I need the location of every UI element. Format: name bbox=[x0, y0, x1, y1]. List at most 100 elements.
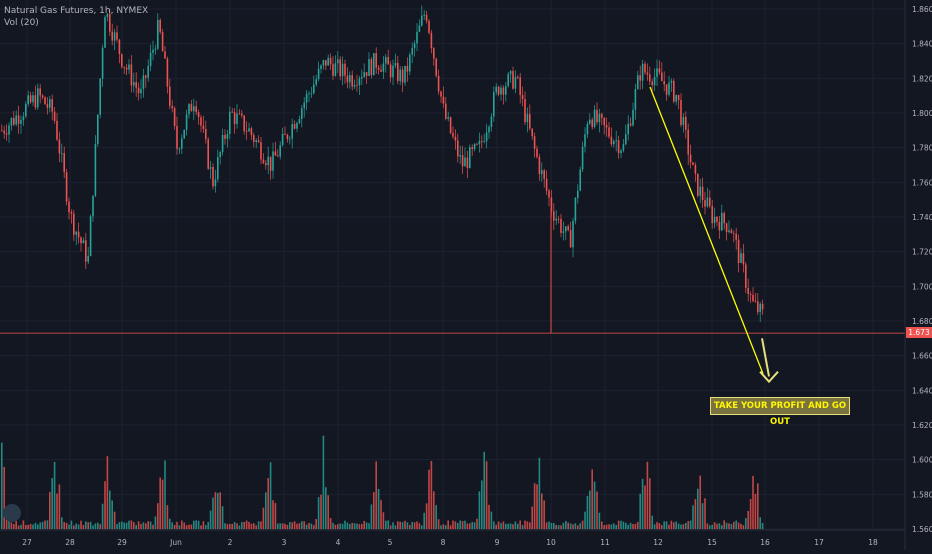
candle bbox=[627, 123, 629, 135]
candle bbox=[121, 54, 123, 67]
time-tick-label: 5 bbox=[388, 538, 393, 547]
volume-bar bbox=[298, 523, 301, 529]
arrow-line[interactable] bbox=[649, 86, 764, 374]
volume-bar bbox=[665, 521, 668, 529]
volume-bar bbox=[469, 523, 471, 529]
volume-bar bbox=[289, 522, 291, 529]
volume-bar bbox=[99, 524, 101, 529]
candle bbox=[363, 72, 365, 78]
candle bbox=[245, 131, 248, 133]
time-axis[interactable]: 27 28 29 Jun 2 3 4 5 8 9 10 11 12 15 16 17 18 bbox=[0, 529, 905, 547]
candle bbox=[166, 58, 169, 87]
volume-bar bbox=[461, 521, 464, 529]
candle bbox=[512, 71, 514, 89]
volume-label[interactable]: Vol (20) bbox=[4, 18, 39, 28]
candle bbox=[725, 223, 728, 232]
candle bbox=[433, 48, 435, 59]
symbol-label[interactable]: Natural Gas Futures, 1h, NYMEX bbox=[4, 6, 149, 16]
candle bbox=[51, 99, 53, 112]
candle bbox=[82, 240, 85, 244]
price-tick-label: 1.640 bbox=[912, 386, 932, 395]
volume-bar bbox=[500, 523, 502, 529]
candle bbox=[490, 116, 493, 127]
volume-bar bbox=[171, 522, 173, 529]
candle bbox=[8, 125, 10, 135]
candle bbox=[109, 13, 111, 32]
candle bbox=[401, 69, 404, 83]
candle bbox=[418, 25, 421, 32]
candle bbox=[320, 65, 322, 69]
volume-bar bbox=[147, 521, 149, 529]
logo-icon[interactable] bbox=[3, 504, 21, 522]
candle bbox=[171, 106, 173, 109]
candle bbox=[142, 75, 145, 89]
volume-bar bbox=[231, 523, 233, 529]
candle bbox=[531, 128, 533, 137]
trend-arrow[interactable] bbox=[649, 86, 779, 384]
volume-bar bbox=[125, 522, 128, 529]
annotation-note[interactable]: TAKE YOUR PROFIT AND GO OUT bbox=[710, 397, 850, 427]
volume-bar bbox=[483, 451, 485, 529]
volume-bar bbox=[101, 503, 104, 529]
candle bbox=[80, 237, 82, 244]
volume-bar bbox=[512, 524, 514, 529]
volume-bar bbox=[716, 523, 718, 529]
volume-bar bbox=[730, 524, 733, 529]
price-tick-label: 1.820 bbox=[912, 74, 932, 83]
volume-bar bbox=[653, 524, 656, 529]
candle bbox=[1, 130, 3, 132]
volume-bar bbox=[449, 525, 452, 529]
volume-bar bbox=[85, 521, 87, 529]
volume-bar bbox=[560, 525, 562, 529]
candle bbox=[147, 66, 149, 78]
candle bbox=[298, 118, 301, 123]
volume-bar bbox=[399, 521, 401, 529]
candle bbox=[207, 139, 209, 169]
candle bbox=[399, 69, 401, 81]
price-axis[interactable]: 1.860 1.840 1.820 1.800 1.780 1.760 1.740 1.720… bbox=[904, 0, 932, 550]
price-tick-label: 1.680 bbox=[912, 317, 932, 326]
candle bbox=[339, 59, 341, 77]
volume-bar bbox=[692, 505, 694, 529]
volume-bar bbox=[752, 475, 754, 529]
volume-bar bbox=[310, 523, 313, 529]
volume-bar bbox=[356, 523, 358, 529]
candle bbox=[133, 82, 135, 86]
volume-bar bbox=[75, 523, 77, 529]
candle bbox=[209, 167, 212, 169]
candle bbox=[325, 60, 327, 66]
candle bbox=[99, 78, 101, 115]
candle bbox=[605, 125, 608, 128]
time-tick-label: 9 bbox=[495, 538, 500, 547]
candle bbox=[449, 117, 452, 133]
candle bbox=[706, 197, 709, 207]
candle bbox=[634, 89, 637, 110]
volume-bar bbox=[320, 494, 322, 529]
candle bbox=[27, 95, 29, 105]
candle bbox=[20, 120, 22, 124]
volume-bar bbox=[601, 521, 603, 529]
volume-bar bbox=[373, 492, 375, 529]
candle bbox=[104, 17, 106, 48]
volume-bar bbox=[46, 520, 49, 529]
volume-bar bbox=[565, 520, 567, 529]
volume-bar bbox=[322, 435, 325, 529]
volume-bar bbox=[111, 500, 113, 529]
candle bbox=[212, 167, 214, 187]
candle bbox=[488, 126, 490, 133]
candle bbox=[481, 140, 483, 142]
volume-bar bbox=[10, 522, 13, 529]
volume-bar bbox=[157, 503, 159, 529]
candle bbox=[500, 87, 502, 95]
candle bbox=[97, 114, 99, 144]
candle bbox=[169, 86, 171, 107]
candle bbox=[265, 163, 267, 166]
volume-bar bbox=[296, 523, 298, 529]
candle bbox=[524, 99, 526, 123]
volume-bar bbox=[406, 522, 409, 529]
volume-bar bbox=[718, 523, 721, 529]
candle bbox=[495, 86, 497, 93]
volume-bar bbox=[677, 523, 680, 529]
